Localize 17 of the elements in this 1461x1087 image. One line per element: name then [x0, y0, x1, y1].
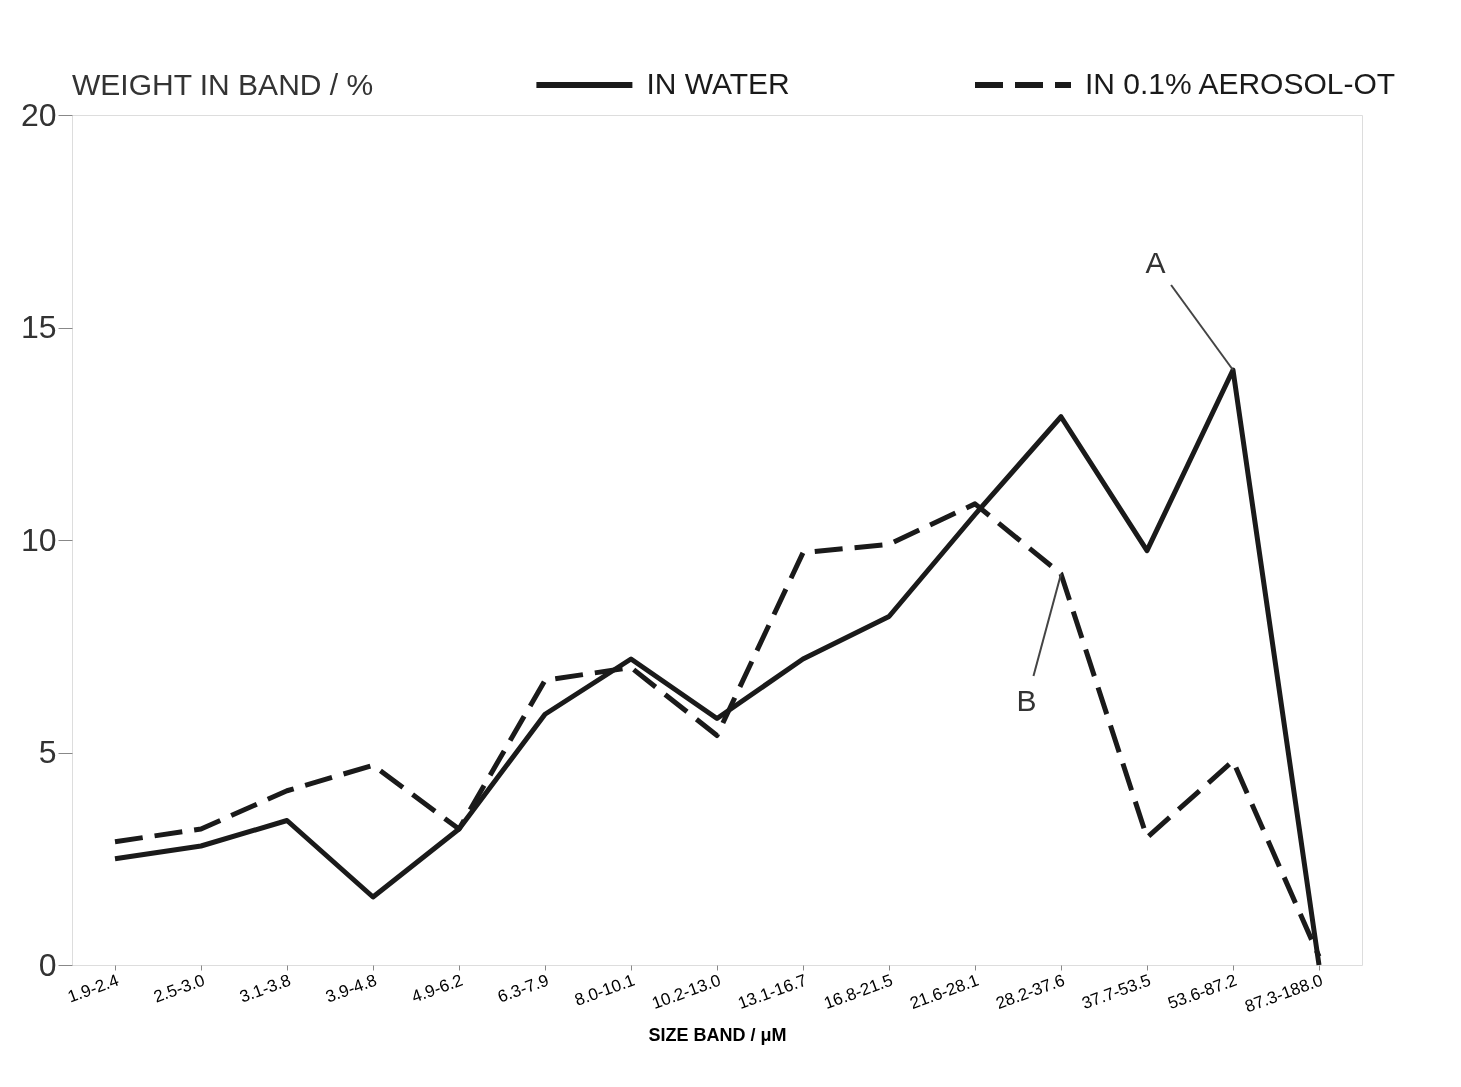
- y-tick-label: 15: [20, 309, 57, 345]
- x-tick-label: 6.3-7.9: [495, 970, 552, 1007]
- y-tick-label: 10: [20, 521, 57, 558]
- x-axis-title: SIZE BAND / μM: [648, 1025, 787, 1046]
- legend-label: IN WATER: [646, 67, 790, 100]
- x-tick-label: 4.9-6.2: [409, 970, 466, 1007]
- y-tick-label: 0: [38, 946, 57, 983]
- annotation: A: [1145, 245, 1166, 279]
- legend-label: IN 0.1% AEROSOL-OT: [1085, 67, 1396, 100]
- y-tick-label: 5: [38, 734, 57, 770]
- x-tick-label: 3.1-3.8: [237, 970, 294, 1007]
- x-tick-label: 1.9-2.4: [65, 970, 122, 1007]
- annotation: B: [1016, 683, 1037, 717]
- y-tick-label: 20: [20, 96, 57, 133]
- x-tick-label: 3.9-4.8: [323, 970, 380, 1007]
- y-axis-title: WEIGHT IN BAND / %: [72, 68, 374, 101]
- x-tick-label: 2.5-3.0: [151, 970, 208, 1007]
